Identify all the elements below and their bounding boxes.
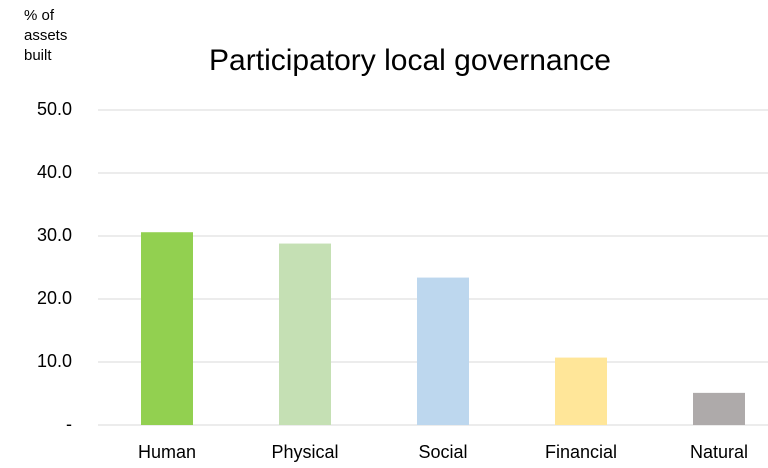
x-tick-label: Social bbox=[418, 442, 467, 462]
bar bbox=[141, 232, 193, 425]
bar bbox=[417, 277, 469, 425]
bar bbox=[693, 392, 745, 425]
y-tick-label: - bbox=[66, 414, 72, 434]
x-tick-label: Human bbox=[138, 442, 196, 462]
y-tick-label: 40.0 bbox=[37, 162, 72, 182]
x-tick-label: Physical bbox=[271, 442, 338, 462]
y-tick-label: 10.0 bbox=[37, 351, 72, 371]
bar bbox=[279, 243, 331, 425]
bar bbox=[555, 357, 607, 425]
x-tick-label: Financial bbox=[545, 442, 617, 462]
x-tick-label: Natural bbox=[690, 442, 748, 462]
y-tick-label: 30.0 bbox=[37, 225, 72, 245]
y-axis-label: % of assets built bbox=[24, 7, 68, 64]
y-tick-label: 20.0 bbox=[37, 288, 72, 308]
y-tick-label: 50.0 bbox=[37, 99, 72, 119]
chart-title: Participatory local governance bbox=[209, 44, 611, 77]
